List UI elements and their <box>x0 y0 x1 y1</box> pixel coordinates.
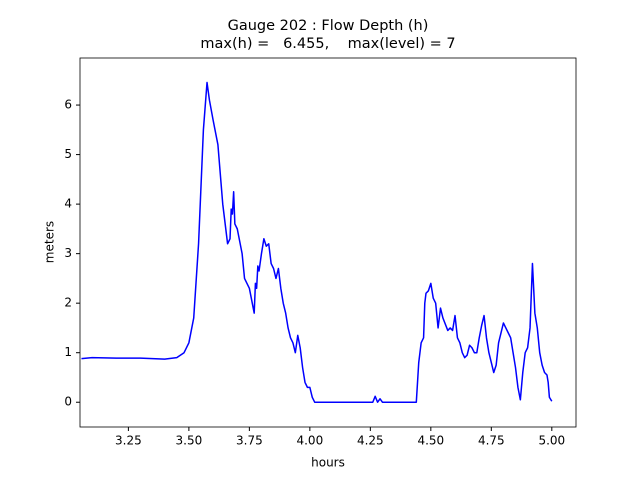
x-tick-label: 3.50 <box>176 434 203 448</box>
x-axis-label: hours <box>311 456 345 470</box>
x-tick-label: 4.50 <box>417 434 444 448</box>
chart-title: Gauge 202 : Flow Depth (h) <box>228 18 429 34</box>
x-tick-label: 5.00 <box>538 434 565 448</box>
y-tick-label: 2 <box>64 296 72 310</box>
x-tick-label: 3.75 <box>236 434 263 448</box>
y-tick-label: 0 <box>64 395 72 409</box>
plot-frame <box>79 57 577 428</box>
y-tick-label: 6 <box>64 98 72 112</box>
y-axis-label: meters <box>43 221 57 263</box>
x-tick-label: 4.00 <box>296 434 323 448</box>
x-tick-label: 4.25 <box>357 434 384 448</box>
x-tick-label: 4.75 <box>478 434 505 448</box>
y-tick-label: 3 <box>64 246 72 260</box>
x-tick-label: 3.25 <box>115 434 142 448</box>
data-line <box>81 81 553 403</box>
y-tick-label: 5 <box>64 147 72 161</box>
y-tick-label: 1 <box>64 345 72 359</box>
chart-subtitle: max(h) = 6.455, max(level) = 7 <box>200 36 455 52</box>
y-tick-label: 4 <box>64 197 72 211</box>
